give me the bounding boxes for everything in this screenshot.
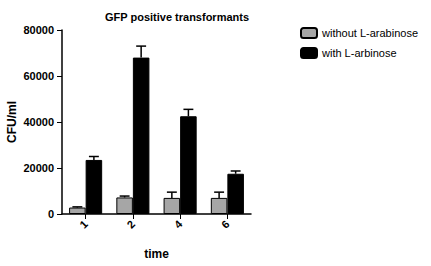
svg-text:20000: 20000 [23, 162, 54, 174]
svg-text:GFP positive transformants: GFP positive transformants [105, 11, 249, 23]
svg-text:60000: 60000 [23, 70, 54, 82]
svg-text:4: 4 [172, 217, 185, 230]
svg-text:without L-arabinose: without L-arabinose [321, 27, 418, 39]
svg-text:2: 2 [124, 218, 137, 231]
svg-text:0: 0 [48, 208, 54, 220]
svg-text:with L-arbinose: with L-arbinose [321, 47, 397, 59]
svg-text:1: 1 [77, 218, 90, 231]
svg-text:time: time [144, 247, 169, 261]
svg-text:80000: 80000 [23, 24, 54, 36]
svg-text:6: 6 [219, 218, 232, 231]
svg-text:CFU/ml: CFU/ml [5, 101, 19, 143]
svg-text:40000: 40000 [23, 116, 54, 128]
